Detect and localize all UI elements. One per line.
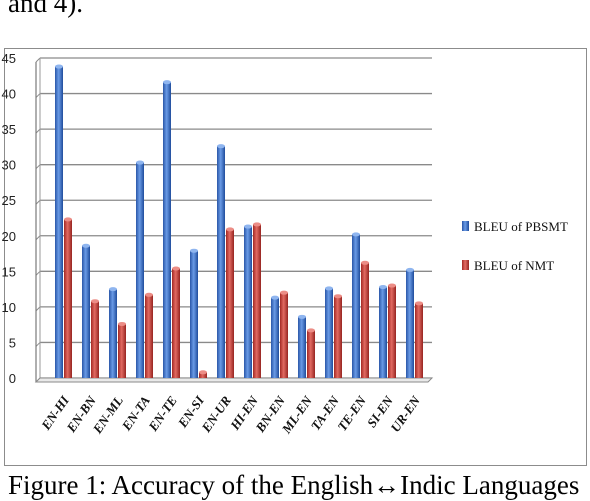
y-tick-label: 35 <box>2 122 16 137</box>
bar-pbsmt-cap <box>406 267 414 272</box>
y-tick-label: 5 <box>9 335 16 350</box>
grid-depth-line <box>35 93 41 98</box>
y-tick-label: 25 <box>2 193 16 208</box>
bar-pbsmt-cap <box>136 160 144 165</box>
bar-pbsmt <box>82 245 90 378</box>
bar-nmt-cap <box>280 290 288 295</box>
bar-nmt <box>226 229 234 378</box>
bars <box>55 64 423 379</box>
bar-nmt <box>361 262 369 378</box>
legend-swatch-nmt <box>462 260 469 270</box>
grid-depth-line <box>35 342 41 347</box>
x-tick-labels: EN-HIEN-BNEN-MLEN-TAEN-TEEN-SIEN-URHI-EN… <box>38 392 424 437</box>
bar-pbsmt-cap <box>163 80 171 85</box>
bleu-bar-chart: 0 5 10 15 20 25 30 35 40 45 EN-HIEN-BNEN-MLEN-TAE… <box>2 51 568 437</box>
bar-nmt-cap <box>226 227 234 232</box>
bar-nmt-cap <box>172 266 180 271</box>
bar-nmt <box>307 330 315 378</box>
bar-nmt-cap <box>118 321 126 326</box>
bar-nmt-cap <box>415 301 423 306</box>
bar-nmt <box>415 303 423 378</box>
bar-nmt-cap <box>388 283 396 288</box>
bar-pbsmt <box>163 82 171 378</box>
legend: BLEU of PBSMT BLEU of NMT <box>462 219 568 273</box>
y-tick-label: 10 <box>2 300 16 315</box>
bar-nmt-cap <box>145 292 153 297</box>
grid-depth-line <box>35 164 41 170</box>
grid-depth-line <box>35 270 41 276</box>
legend-label-pbsmt: BLEU of PBSMT <box>474 219 568 234</box>
x-tick-label: EN-TE <box>145 393 180 435</box>
bar-nmt <box>64 219 72 378</box>
bar-pbsmt <box>217 146 225 378</box>
bar-nmt <box>280 292 288 378</box>
y-tick-label: 40 <box>2 87 16 102</box>
bar-nmt-cap <box>253 222 261 227</box>
bar-nmt <box>388 285 396 378</box>
bar-pbsmt-cap <box>298 314 306 319</box>
bar-pbsmt-cap <box>379 284 387 289</box>
bar-pbsmt <box>298 316 306 378</box>
bar-pbsmt <box>244 226 252 378</box>
bar-pbsmt-cap <box>352 232 360 237</box>
bar-pbsmt <box>136 162 144 378</box>
bar-nmt <box>118 323 126 378</box>
legend-label-nmt: BLEU of NMT <box>474 258 554 273</box>
bar-nmt-cap <box>361 260 369 265</box>
bar-pbsmt-cap <box>109 287 117 292</box>
bar-pbsmt-cap <box>271 295 279 300</box>
grid-depth-line <box>35 57 41 63</box>
bar-pbsmt <box>325 288 333 378</box>
bar-nmt-cap <box>64 217 72 222</box>
y-tick-label: 20 <box>2 229 16 244</box>
legend-swatch-pbsmt <box>462 221 469 231</box>
axes <box>34 58 434 383</box>
bar-nmt-cap <box>199 370 207 375</box>
bar-pbsmt <box>55 66 63 379</box>
bar-nmt <box>172 268 180 378</box>
bar-nmt <box>91 301 99 378</box>
bar-pbsmt <box>406 269 414 378</box>
bar-pbsmt-cap <box>55 64 63 69</box>
bar-nmt <box>253 224 261 378</box>
bar-pbsmt <box>352 234 360 378</box>
top-caption-text: and 4). <box>8 0 83 18</box>
y-tick-label: 45 <box>2 51 16 66</box>
grid-depth-line <box>35 128 41 134</box>
bar-nmt <box>145 294 153 378</box>
floor <box>34 377 434 383</box>
bar-nmt <box>334 296 342 378</box>
bar-nmt-cap <box>91 299 99 304</box>
y-tick-labels: 0 5 10 15 20 25 30 35 40 45 <box>2 51 16 386</box>
bar-pbsmt <box>190 250 198 378</box>
bar-nmt-cap <box>307 328 315 333</box>
bar-pbsmt-cap <box>217 144 225 149</box>
bar-pbsmt <box>379 286 387 378</box>
bar-pbsmt <box>109 289 117 378</box>
y-tick-label: 30 <box>2 158 16 173</box>
bar-pbsmt-cap <box>190 248 198 253</box>
y-tick-label: 15 <box>2 264 16 279</box>
bar-pbsmt-cap <box>82 243 90 248</box>
bar-nmt-cap <box>334 294 342 299</box>
bar-pbsmt <box>271 297 279 378</box>
y-tick-label: 0 <box>9 371 16 386</box>
bar-nmt <box>199 372 207 378</box>
grid-depth-line <box>35 235 41 241</box>
bar-pbsmt-cap <box>244 224 252 229</box>
x-tick-label: UR-EN <box>387 393 423 435</box>
grid-depth-line <box>35 199 41 205</box>
x-tick-label: TE-EN <box>334 393 369 434</box>
bottom-caption-text: Figure 1: Accuracy of the English↔Indic … <box>8 470 580 500</box>
grid-depth-line <box>35 306 41 312</box>
bar-pbsmt-cap <box>325 286 333 291</box>
